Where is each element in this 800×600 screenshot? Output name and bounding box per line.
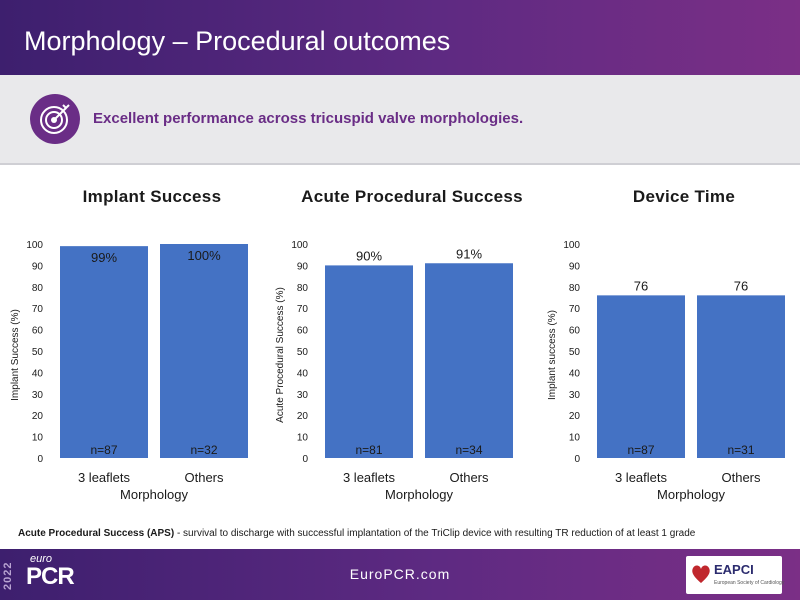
y-tick-label: 50 xyxy=(32,347,44,358)
y-tick-label: 30 xyxy=(297,390,309,401)
y-tick-label: 10 xyxy=(569,433,581,444)
bar-value-label: 90% xyxy=(356,248,382,263)
y-tick-label: 20 xyxy=(32,411,44,422)
chart-title-acute-procedural-success: Acute Procedural Success xyxy=(301,187,523,206)
y-tick-label: 60 xyxy=(32,326,44,337)
y-tick-label: 90 xyxy=(32,261,44,272)
y-tick-label: 90 xyxy=(569,261,581,272)
device-time-chart: 0 10 20 30 40 50 60 70 80 90 100 76 n=87 3 leaflets 76… xyxy=(547,240,785,502)
bar-value-label: 100% xyxy=(187,248,221,263)
x-category-label: 3 leaflets xyxy=(343,470,396,485)
bar-n-label: n=81 xyxy=(355,443,382,457)
x-category-label: Others xyxy=(184,470,224,485)
footer-url: EuroPCR.com xyxy=(349,566,451,582)
europcr-logo: PCR xyxy=(26,563,75,590)
y-tick-label: 10 xyxy=(32,433,44,444)
y-tick-label: 40 xyxy=(569,368,581,379)
x-category-label: 3 leaflets xyxy=(78,470,131,485)
y-tick-label: 10 xyxy=(297,433,309,444)
y-tick-label: 20 xyxy=(569,411,581,422)
y-tick-label: 0 xyxy=(37,454,43,465)
x-category-label: Others xyxy=(721,470,761,485)
eapci-subtitle: European Society of Cardiology xyxy=(714,580,785,586)
chart-title-implant-success: Implant Success xyxy=(82,187,222,206)
y-tick-label: 0 xyxy=(574,454,580,465)
bar-1 xyxy=(60,246,148,458)
bar-1 xyxy=(597,295,685,458)
key-message-text: Excellent performance across tricuspid v… xyxy=(93,110,524,127)
footer-bar xyxy=(0,549,800,600)
y-tick-label: 20 xyxy=(297,411,309,422)
y-tick-label: 40 xyxy=(32,368,44,379)
bar-n-label: n=87 xyxy=(90,443,117,457)
footnote-term: Acute Procedural Success (APS) xyxy=(18,528,175,539)
bar-2 xyxy=(160,244,248,458)
y-axis-label: Acute Procedural Success (%) xyxy=(275,287,286,423)
y-tick-label: 70 xyxy=(32,304,44,315)
bar-n-label: n=31 xyxy=(727,443,754,457)
y-tick-label: 30 xyxy=(32,390,44,401)
bar-2 xyxy=(425,263,513,458)
y-tick-label: 100 xyxy=(563,240,580,251)
y-tick-label: 60 xyxy=(297,326,309,337)
x-axis-label: Morphology xyxy=(385,487,453,502)
x-axis-label: Morphology xyxy=(120,487,188,502)
x-category-label: 3 leaflets xyxy=(615,470,668,485)
logo-euro: euro xyxy=(30,553,53,565)
implant-success-chart: 0 10 20 30 40 50 60 70 80 90 100 99% n=87 3 leaflets 1… xyxy=(10,240,248,502)
page-title: Morphology – Procedural outcomes xyxy=(24,26,451,56)
y-tick-label: 70 xyxy=(569,304,581,315)
bar-n-label: n=32 xyxy=(190,443,217,457)
chart-title-device-time: Device Time xyxy=(632,187,736,206)
y-tick-label: 90 xyxy=(297,261,309,272)
y-axis-label: Implant Success (%) xyxy=(10,309,21,401)
y-tick-label: 80 xyxy=(297,283,309,294)
eapci-name: EAPCI xyxy=(714,562,754,577)
bar-1 xyxy=(325,265,413,458)
y-tick-label: 40 xyxy=(297,368,309,379)
bar-n-label: n=87 xyxy=(627,443,654,457)
heart-icon xyxy=(692,565,710,583)
bar-value-label: 91% xyxy=(456,246,482,261)
y-tick-label: 70 xyxy=(297,304,309,315)
y-tick-label: 50 xyxy=(569,347,581,358)
y-axis-label: Implant success (%) xyxy=(547,310,558,400)
y-tick-label: 80 xyxy=(32,283,44,294)
target-icon xyxy=(30,94,80,144)
bar-n-label: n=34 xyxy=(455,443,482,457)
y-tick-label: 80 xyxy=(569,283,581,294)
y-tick-label: 50 xyxy=(297,347,309,358)
bar-2 xyxy=(697,295,785,458)
acute-procedural-success-chart: 0 10 20 30 40 50 60 70 80 90 100 90% n=81 3 leaflets 9… xyxy=(275,240,513,502)
y-tick-label: 100 xyxy=(26,240,43,251)
y-tick-label: 0 xyxy=(302,454,308,465)
bar-value-label: 76 xyxy=(734,278,748,293)
eapci-logo: EAPCI European Society of Cardiology xyxy=(686,556,785,594)
x-category-label: Others xyxy=(449,470,489,485)
x-axis-label: Morphology xyxy=(657,487,725,502)
bar-value-label: 99% xyxy=(91,250,117,265)
banner-divider xyxy=(0,163,800,165)
key-message-banner xyxy=(0,75,800,163)
bar-value-label: 76 xyxy=(634,278,648,293)
y-tick-label: 30 xyxy=(569,390,581,401)
footnote-definition: - survival to discharge with successful … xyxy=(174,528,696,539)
header-bar xyxy=(0,0,800,75)
y-tick-label: 60 xyxy=(569,326,581,337)
y-tick-label: 100 xyxy=(291,240,308,251)
footnote: Acute Procedural Success (APS) - surviva… xyxy=(18,528,695,539)
